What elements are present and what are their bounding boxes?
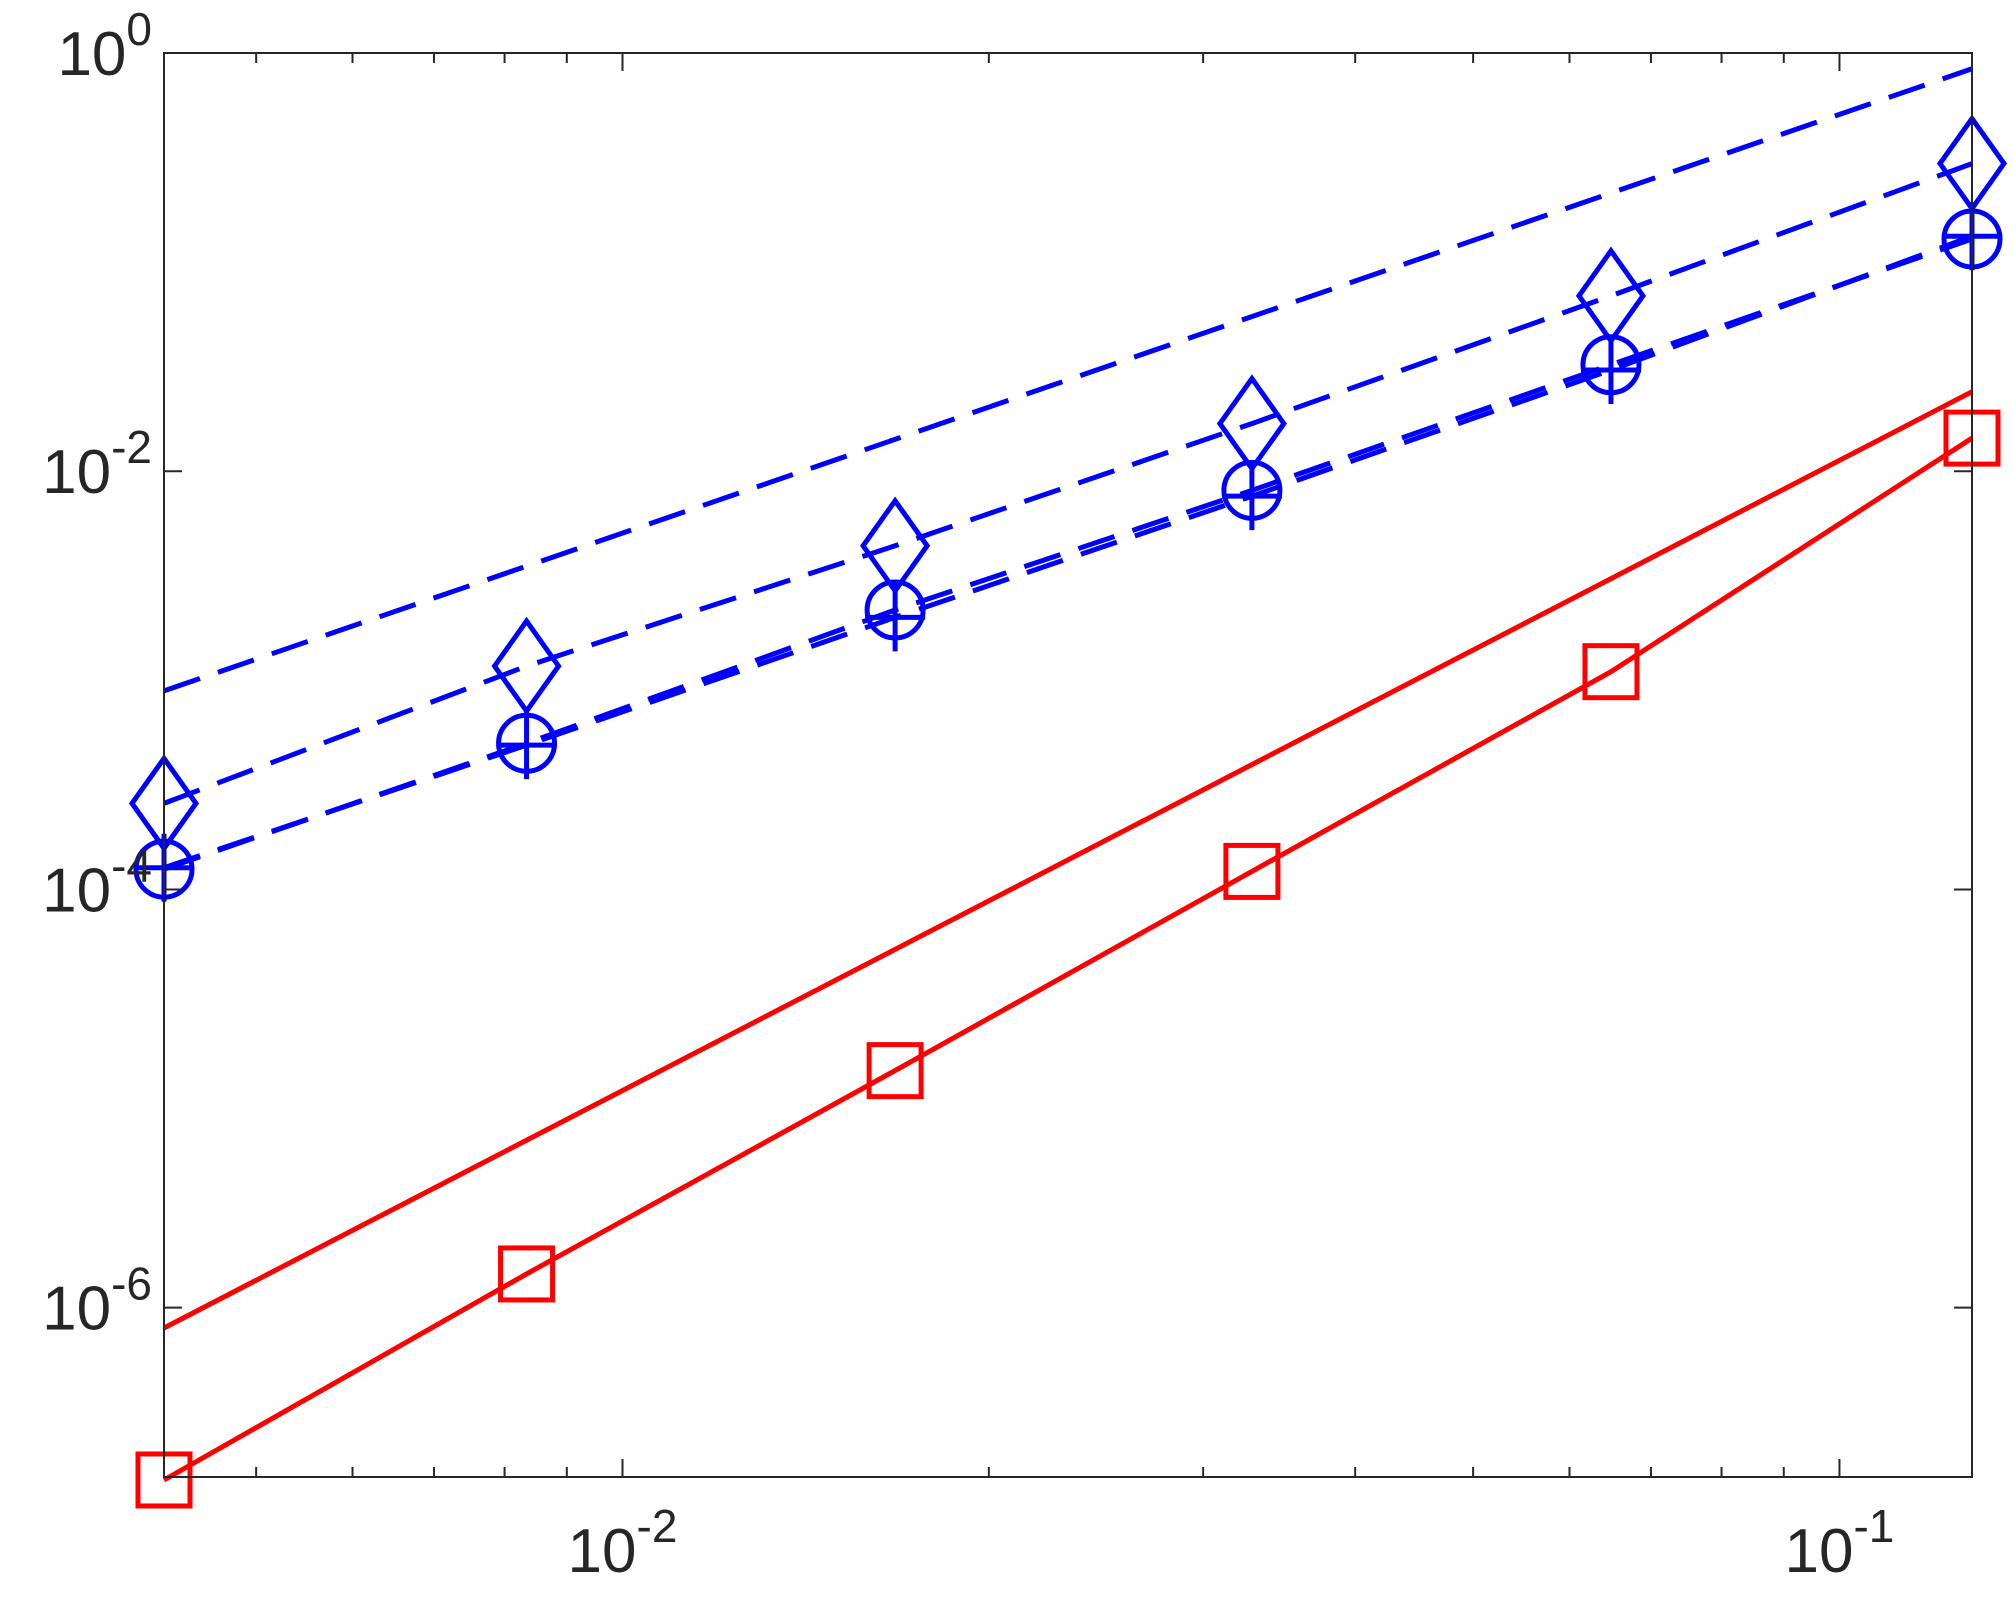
x-tick-label: 10-1 bbox=[1785, 1500, 1895, 1586]
series-line bbox=[163, 66, 1973, 694]
x-tick-label: 10-2 bbox=[568, 1500, 678, 1586]
series-line bbox=[162, 389, 1974, 1331]
series-line bbox=[162, 436, 1974, 1483]
tick-exponent: -2 bbox=[637, 1500, 678, 1552]
series-line bbox=[163, 233, 1973, 871]
tick-base: 10 bbox=[57, 20, 126, 89]
tick-base: 10 bbox=[1785, 1517, 1854, 1586]
tick-base: 10 bbox=[42, 856, 111, 925]
plus-marker bbox=[496, 711, 557, 780]
tick-base: 10 bbox=[42, 1275, 111, 1344]
y-tick-label: 10-2 bbox=[42, 421, 152, 507]
tick-exponent: -1 bbox=[1853, 1500, 1894, 1552]
tick-base: 10 bbox=[568, 1517, 637, 1586]
tick-exponent: -4 bbox=[111, 839, 152, 891]
diamond-marker bbox=[491, 616, 562, 716]
tick-exponent: -2 bbox=[111, 421, 152, 473]
plus-marker bbox=[865, 583, 926, 652]
plus-marker bbox=[1221, 462, 1282, 531]
square-marker bbox=[498, 1245, 556, 1303]
y-tick-label: 10-6 bbox=[42, 1258, 152, 1344]
y-tick-label: 10-4 bbox=[42, 839, 152, 925]
y-tick-label: 100 bbox=[57, 3, 152, 89]
square-marker bbox=[1582, 643, 1640, 701]
square-marker bbox=[866, 1042, 924, 1100]
square-marker bbox=[1223, 842, 1281, 900]
tick-exponent: 0 bbox=[126, 3, 152, 55]
axes-box bbox=[163, 52, 1973, 1478]
tick-exponent: -6 bbox=[111, 1258, 152, 1310]
plus-marker bbox=[1580, 335, 1641, 404]
tick-base: 10 bbox=[42, 438, 111, 507]
series-line bbox=[163, 161, 1973, 806]
